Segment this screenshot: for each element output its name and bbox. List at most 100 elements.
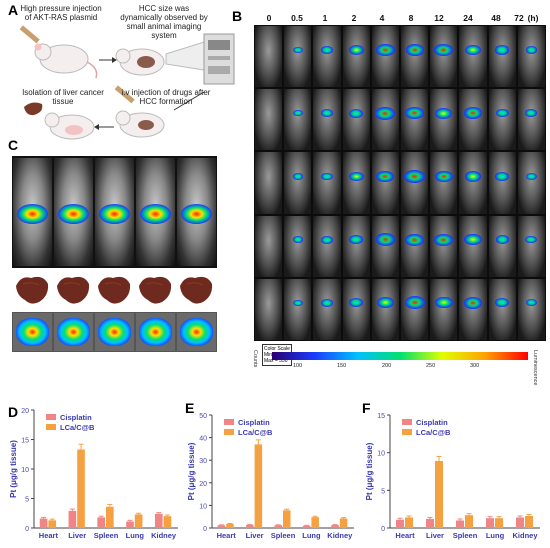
category-label: Kidney	[512, 531, 538, 540]
signal-blob	[404, 169, 425, 183]
whole-body-image	[95, 158, 134, 266]
imaging-cell	[430, 215, 458, 277]
panel-b-imaging-grid	[254, 25, 546, 341]
legend-swatch	[402, 419, 412, 425]
bar	[274, 525, 282, 528]
imaging-cell	[459, 89, 487, 151]
imaging-cell	[255, 152, 283, 214]
category-label: Kidney	[327, 531, 353, 540]
signal-blob	[16, 318, 49, 346]
category-label: Kidney	[151, 531, 177, 540]
signal-blob	[375, 106, 396, 120]
imaging-cell	[371, 152, 399, 214]
bar	[134, 514, 143, 528]
signal-blob	[292, 236, 303, 243]
colorbar-tick: 250	[426, 363, 436, 369]
imaging-cell	[430, 89, 458, 151]
signal-blob	[525, 109, 538, 118]
signal-blob	[434, 44, 454, 56]
liver-signal-image	[54, 313, 93, 351]
legend-label: Cisplatin	[416, 418, 448, 427]
bar	[516, 517, 524, 528]
bar	[302, 525, 311, 528]
imaging-cell	[459, 26, 487, 88]
signal-blob	[99, 204, 130, 224]
imaging-cell	[313, 152, 341, 214]
imaging-cell	[342, 152, 370, 214]
imaging-cell	[284, 278, 312, 340]
category-label: Lung	[126, 531, 145, 540]
bar	[331, 525, 339, 528]
bar	[311, 517, 319, 528]
imaging-cell	[488, 89, 516, 151]
panel-label-e: E	[185, 400, 195, 416]
colorbar-tick: 100	[293, 363, 303, 369]
mouse-icon-2	[115, 48, 165, 76]
signal-blob	[495, 45, 510, 55]
signal-blob	[349, 235, 363, 244]
signal-blob	[464, 171, 482, 182]
panel-c-liver-bioluminescence	[12, 312, 217, 352]
category-label: Spleen	[94, 531, 119, 540]
imaging-cell	[342, 89, 370, 151]
imaging-system-icon	[165, 33, 235, 85]
mouse-icon-4	[44, 112, 95, 140]
signal-blob	[495, 108, 509, 118]
imaging-cell	[371, 89, 399, 151]
bar	[126, 521, 134, 528]
imaging-cell	[488, 26, 516, 88]
panel-label-b: B	[232, 8, 243, 24]
signal-blob	[139, 318, 172, 346]
step4-text: Isolation of liver cancer tissue	[22, 88, 104, 106]
bar	[435, 460, 443, 528]
imaging-cell	[459, 215, 487, 277]
signal-blob	[292, 299, 303, 306]
excised-liver	[16, 276, 49, 304]
liver-signal-image	[13, 313, 52, 351]
bar	[486, 518, 494, 528]
time-unit-label: (h)	[527, 13, 539, 23]
y-tick-label: 5	[381, 488, 385, 495]
signal-blob	[349, 298, 364, 308]
signal-blob	[525, 235, 538, 244]
imaging-cell	[459, 152, 487, 214]
panel-label-c: C	[8, 137, 19, 153]
imaging-cell	[255, 26, 283, 88]
category-label: Lung	[486, 531, 505, 540]
legend-label: LCa/C@B	[60, 423, 95, 432]
imaging-cell	[430, 152, 458, 214]
signal-blob	[181, 204, 212, 224]
signal-blob	[495, 171, 510, 181]
signal-blob	[404, 296, 425, 310]
signal-blob	[320, 298, 334, 307]
category-label: Liver	[426, 531, 444, 540]
bar	[226, 523, 234, 528]
time-label: 12	[434, 13, 444, 23]
bar	[339, 518, 348, 528]
bar	[77, 449, 85, 528]
bar	[405, 517, 413, 528]
y-tick-label: 15	[377, 413, 385, 420]
y-tick-label: 10	[21, 467, 29, 474]
signal-blob	[464, 44, 482, 56]
imaging-cell	[401, 152, 429, 214]
colorbar-gradient	[272, 352, 528, 360]
signal-blob	[495, 298, 509, 308]
step1-text: High pressure injection of AKT-RAS plasm…	[20, 4, 102, 22]
legend-label: Cisplatin	[60, 413, 92, 422]
signal-blob	[180, 318, 213, 346]
panel-label-f: F	[362, 400, 371, 416]
imaging-cell	[371, 215, 399, 277]
legend-swatch	[46, 424, 56, 430]
legend-label: Cisplatin	[238, 418, 270, 427]
imaging-cell	[313, 89, 341, 151]
legend-label: LCa/C@B	[416, 428, 451, 437]
imaging-cell	[430, 26, 458, 88]
time-label: 2	[351, 13, 357, 23]
bar	[396, 519, 404, 528]
signal-blob	[435, 107, 453, 119]
signal-blob	[320, 46, 334, 54]
colorbar-right-label: Luminescence	[532, 350, 538, 386]
imaging-cell	[488, 215, 516, 277]
time-label: 4	[379, 13, 385, 23]
